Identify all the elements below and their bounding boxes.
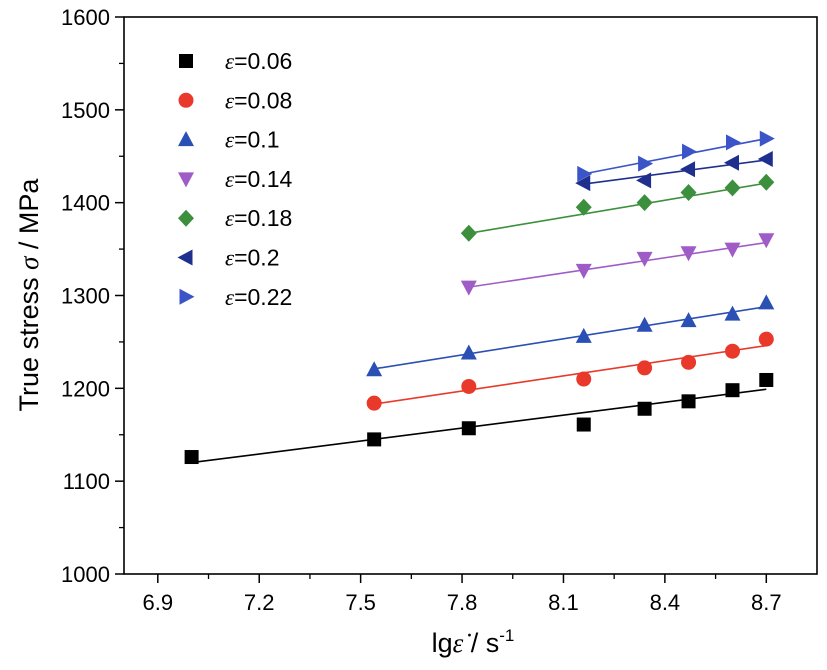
y-tick-label: 1000 [61,562,110,587]
data-point [681,394,696,409]
x-tick-label: 8.1 [548,590,579,615]
fit-line-1 [374,344,767,405]
data-point [638,155,654,172]
x-axis-label: lgε̇ / s-1 [432,626,515,658]
data-point [725,134,741,151]
legend-marker [178,92,194,108]
data-point [575,175,591,192]
legend-entry: ε=0.22 [225,284,292,310]
x-tick-label: 8.4 [650,590,681,615]
data-point [758,233,775,249]
data-point [636,172,652,189]
legend-marker [178,131,194,147]
x-tick-label: 7.8 [447,590,478,615]
data-point [576,371,592,387]
data-point [681,354,697,370]
data-point [636,316,653,332]
data-point [460,344,477,360]
fit-line-0 [191,388,767,464]
fit-line-2 [374,305,767,370]
data-point [758,173,775,191]
y-tick-label: 1600 [61,5,110,30]
data-point [758,294,775,310]
data-point [758,331,774,347]
legend-marker [178,209,194,227]
x-tick-label: 8.7 [751,590,782,615]
y-tick-label: 1400 [61,191,110,216]
data-point [366,361,383,377]
data-point [759,130,775,147]
x-tick-label: 6.9 [143,590,174,615]
data-point [724,179,741,197]
legend-entry: ε=0.18 [225,205,292,231]
data-point [461,378,477,394]
legend-marker [179,54,193,68]
data-point [757,151,773,168]
data-point [680,161,696,178]
data-point [461,421,476,436]
data-point [725,383,740,398]
data-point [680,183,697,201]
data-points [184,130,775,465]
legend: ε=0.06 ε=0.08 ε=0.1 ε=0.14 ε=0.18 ε=0.2 ε=0.22 [177,48,292,310]
data-point [460,280,477,296]
legend-entry: ε=0.08 [225,87,292,113]
data-point [759,372,774,387]
data-point [575,263,592,279]
y-tick-label: 1100 [63,469,110,494]
fit-line-3 [468,241,767,288]
y-tick-label: 1200 [61,376,110,401]
fit-line-4 [468,182,767,235]
y-tick-label: 1300 [61,284,110,309]
data-point [636,251,653,267]
axis-ticks [115,16,768,583]
data-point [680,312,697,328]
legend-entry: ε=0.1 [225,127,279,153]
data-point [575,327,592,343]
data-point [460,224,477,242]
fit-lines [191,137,767,464]
legend-entry: ε=0.06 [225,48,292,74]
data-point [637,360,653,376]
data-point [724,305,741,321]
legend-entry: ε=0.2 [225,245,279,271]
data-point [366,395,382,411]
data-point [184,450,199,465]
legend-marker [178,172,194,188]
data-point [636,194,653,212]
data-point [577,165,593,182]
data-point [723,154,739,171]
x-tick-label: 7.2 [244,590,275,615]
legend-marker [179,288,195,305]
y-tick-label: 1500 [61,98,110,123]
data-point [637,401,652,416]
data-point [576,417,591,432]
legend-entry: ε=0.14 [225,166,292,192]
y-axis-label: True stress σ / MPa [14,178,44,412]
x-tick-label: 7.5 [345,590,376,615]
data-point [680,246,697,262]
data-point [575,198,592,216]
data-point [682,143,698,160]
data-point [367,432,382,447]
legend-marker [177,249,193,266]
tick-labels: 6.9 7.2 7.5 7.8 8.1 8.4 8.7 1000 1100 1200 1300 140… [61,5,782,615]
data-point [724,343,740,359]
data-point [724,242,741,258]
